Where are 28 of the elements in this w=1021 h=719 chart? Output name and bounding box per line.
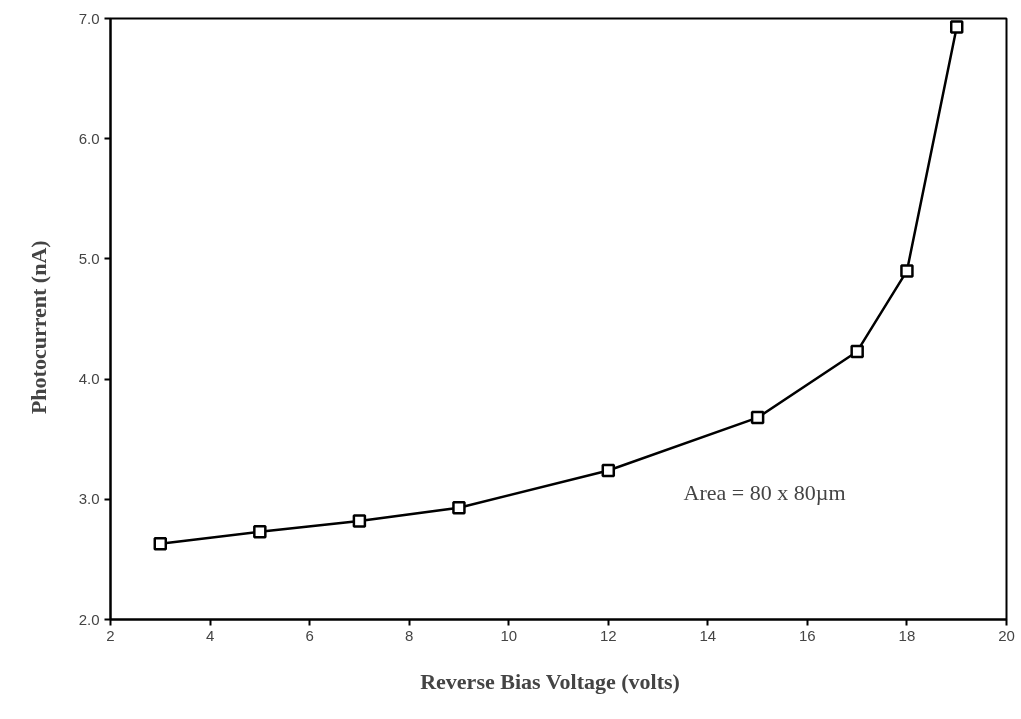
y-tick-label: 4.0 bbox=[78, 370, 100, 388]
x-tick-label: 2 bbox=[106, 626, 115, 644]
x-tick-label: 4 bbox=[205, 626, 215, 644]
point bbox=[949, 20, 964, 34]
point bbox=[900, 264, 914, 278]
point bbox=[153, 537, 168, 551]
y-tick-label: 5.0 bbox=[78, 249, 100, 267]
point bbox=[601, 463, 616, 478]
x-tick-label: 6 bbox=[305, 626, 314, 644]
x-axis-title: Reverse Bias Voltage (volts) bbox=[420, 668, 680, 694]
point bbox=[253, 525, 267, 539]
annotation: Area = 80 x 80µm bbox=[683, 480, 846, 506]
x-tick-label: 20 bbox=[998, 626, 1015, 644]
point bbox=[452, 500, 466, 515]
x-tick-label: 8 bbox=[405, 626, 414, 644]
x-tick-label: 10 bbox=[500, 626, 518, 644]
point bbox=[352, 514, 367, 528]
x-tick-label: 16 bbox=[799, 626, 816, 644]
point bbox=[850, 344, 864, 359]
x-tick-label: 14 bbox=[699, 626, 717, 644]
point bbox=[750, 410, 765, 425]
y-tick-label: 7.0 bbox=[78, 9, 100, 27]
x-tick-label: 18 bbox=[898, 626, 916, 644]
y-tick-label: 6.0 bbox=[78, 129, 100, 147]
y-tick-label: 3.0 bbox=[78, 490, 100, 508]
y-axis-title: Photocurrent (nA) bbox=[25, 240, 51, 415]
x-tick-label: 12 bbox=[599, 626, 617, 644]
y-tick-label: 2.0 bbox=[78, 610, 100, 628]
